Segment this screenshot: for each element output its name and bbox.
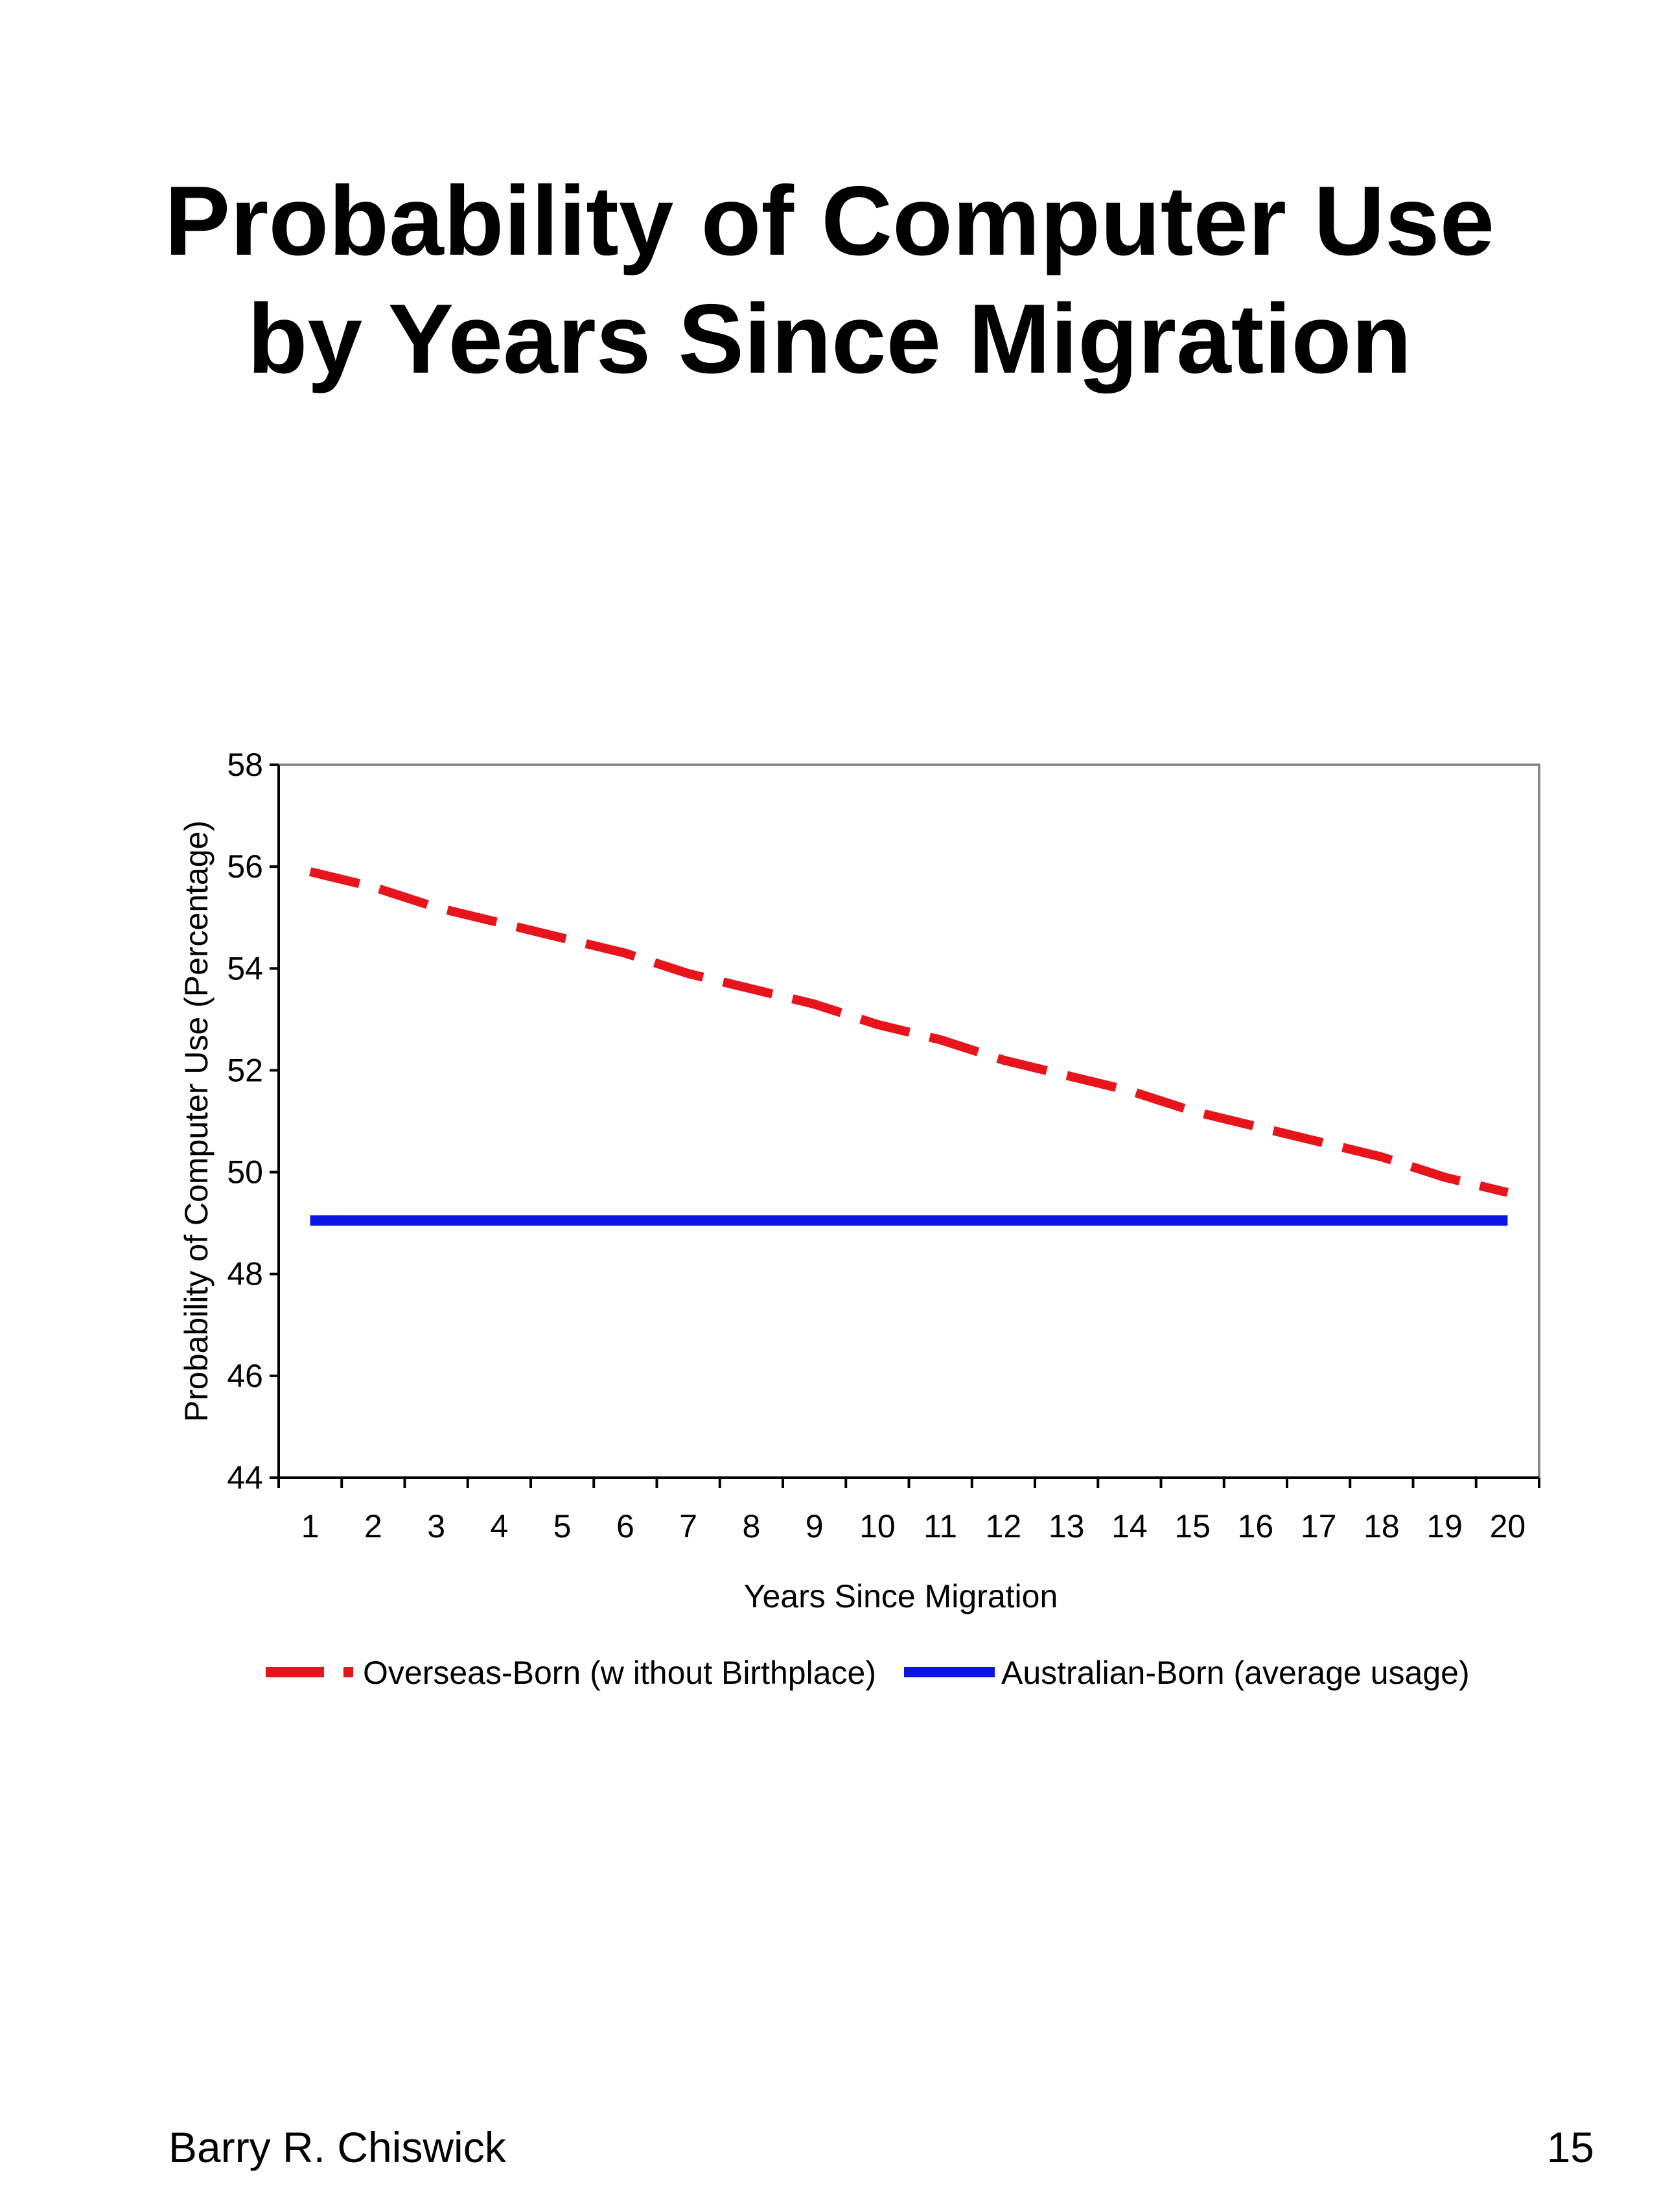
y-tick-label: 48 <box>227 1256 263 1292</box>
x-axis: 1 2 3 4 5 6 7 8 9 10 11 12 13 14 15 16 17 18 19 20 <box>277 1478 1540 1544</box>
x-axis-title: Years Since Migration <box>744 1578 1058 1614</box>
y-axis: 44 46 48 50 52 54 56 58 <box>227 747 279 1496</box>
x-tick-label: 3 <box>427 1508 445 1544</box>
data-point <box>814 1220 815 1221</box>
plot-area <box>277 763 1540 1479</box>
plot-border <box>277 763 1540 1479</box>
data-point <box>1066 1075 1067 1076</box>
y-tick-label: 58 <box>227 747 263 783</box>
footer-author: Barry R. Chiswick <box>168 2123 506 2171</box>
y-tick-label: 46 <box>227 1358 263 1394</box>
y-tick-label: 50 <box>227 1154 263 1191</box>
x-tick-label: 11 <box>923 1508 957 1544</box>
data-point <box>1003 1220 1004 1221</box>
x-tick-label: 18 <box>1363 1508 1400 1544</box>
x-tick-label: 16 <box>1238 1508 1274 1544</box>
series-layer <box>308 867 1509 1226</box>
x-tick-label: 2 <box>364 1508 382 1544</box>
data-point <box>436 907 437 908</box>
legend-label-australian-born: Australian-Born (average usage) <box>1001 1655 1470 1691</box>
legend: Overseas-Born (w ithout Birthplace) Austr… <box>266 1655 1470 1691</box>
x-tick-label: 9 <box>806 1508 824 1544</box>
data-point <box>1381 1157 1382 1158</box>
y-axis-title: Probability of Computer Use (Percentage) <box>178 821 215 1422</box>
data-point <box>751 988 752 989</box>
x-tick-label: 4 <box>490 1508 508 1544</box>
x-tick-label: 19 <box>1426 1508 1463 1544</box>
y-tick-label: 52 <box>227 1052 263 1088</box>
data-point <box>1318 1141 1319 1142</box>
x-tick-label: 5 <box>553 1508 572 1544</box>
x-tick-label: 14 <box>1111 1508 1148 1544</box>
data-point <box>1192 1111 1193 1112</box>
y-tick-label: 56 <box>227 848 263 885</box>
data-point <box>1129 1090 1130 1091</box>
x-tick-label: 6 <box>616 1508 634 1544</box>
legend-label-overseas-born: Overseas-Born (w ithout Birthplace) <box>363 1655 876 1691</box>
y-tick-label: 44 <box>227 1460 263 1496</box>
data-point <box>436 1220 437 1221</box>
x-tick-label: 10 <box>859 1508 896 1544</box>
data-point <box>1444 1177 1445 1178</box>
data-point <box>1444 1220 1445 1221</box>
x-tick-label: 8 <box>742 1508 760 1544</box>
x-tick-label: 7 <box>679 1508 697 1544</box>
x-tick-label: 17 <box>1301 1508 1337 1544</box>
x-tick-label: 20 <box>1490 1508 1526 1544</box>
data-point <box>562 1220 563 1221</box>
page-number: 15 <box>1546 2123 1594 2171</box>
data-point <box>499 922 500 923</box>
data-point <box>1066 1220 1067 1221</box>
data-point <box>1129 1220 1130 1221</box>
data-point <box>1381 1220 1382 1221</box>
slide-title: Probability of Computer Use by Years Sin… <box>0 162 1659 398</box>
data-point <box>499 1220 500 1221</box>
x-tick-label: 15 <box>1174 1508 1211 1544</box>
data-point <box>1318 1220 1319 1221</box>
data-point <box>1192 1220 1193 1221</box>
data-point <box>940 1220 941 1221</box>
data-point <box>688 973 689 974</box>
y-tick-label: 54 <box>227 950 263 986</box>
data-point <box>814 1004 815 1005</box>
x-tick-label: 12 <box>986 1508 1022 1544</box>
overseas-born-series-line <box>308 867 1509 1197</box>
data-point <box>688 1220 689 1221</box>
slide-title-line-1: Probability of Computer Use <box>164 166 1495 276</box>
data-point <box>1507 1220 1508 1221</box>
x-tick-label: 13 <box>1049 1508 1085 1544</box>
data-point <box>751 1220 752 1221</box>
data-point <box>1255 1220 1256 1221</box>
slide-title-line-2: by Years Since Migration <box>247 284 1412 394</box>
x-tick-label: 1 <box>301 1508 319 1544</box>
